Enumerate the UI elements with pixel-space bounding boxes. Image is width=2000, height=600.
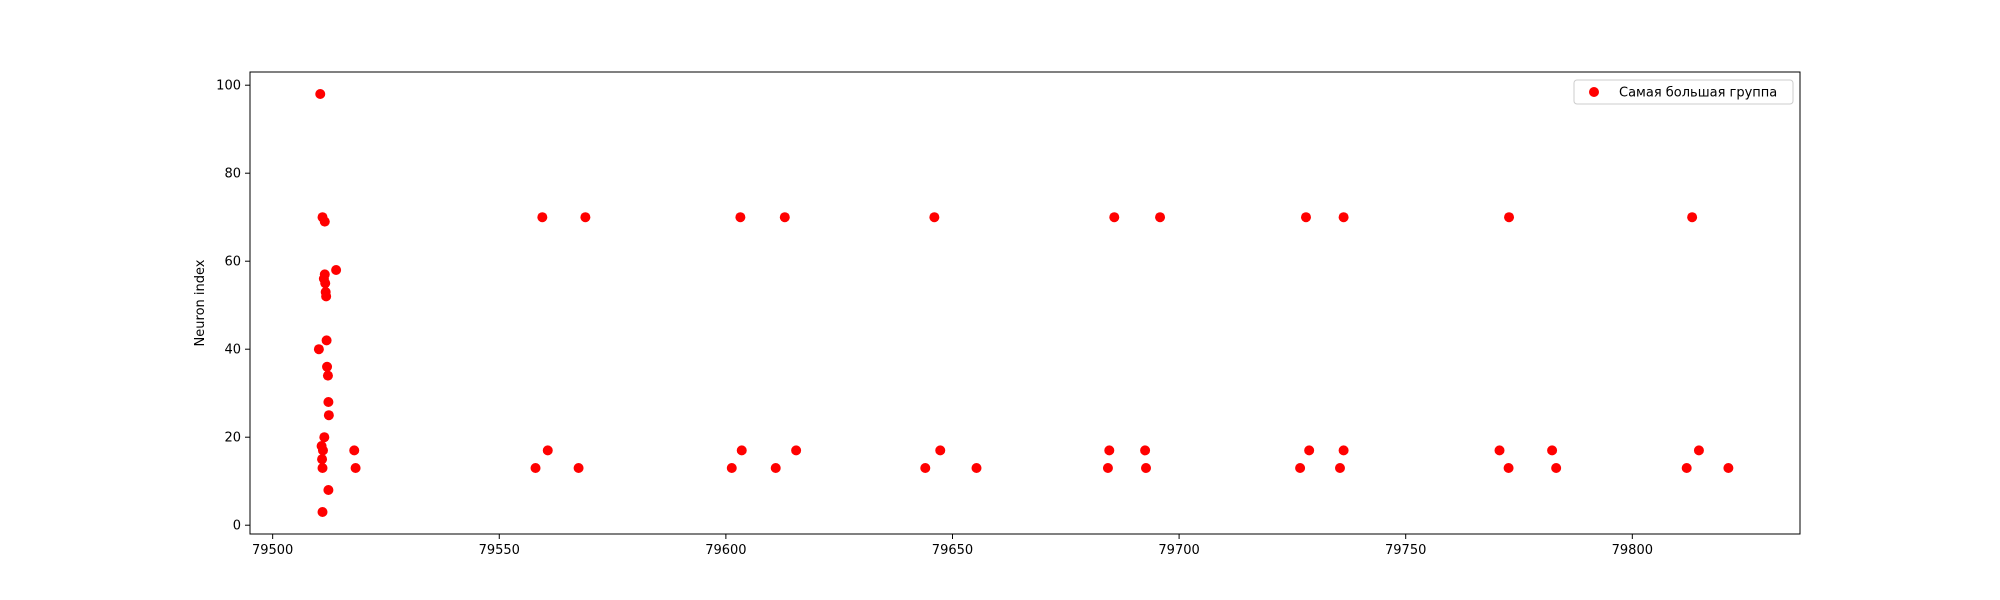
data-point — [319, 216, 330, 227]
data-point — [1338, 212, 1349, 223]
data-point — [530, 463, 541, 473]
x-axis: 79500 79550 79600 79650 79700 79750 79800 — [252, 534, 1653, 558]
y-tick-label: 40 — [224, 343, 241, 358]
data-point — [1300, 212, 1311, 223]
data-point — [315, 89, 326, 99]
data-point — [1503, 463, 1514, 473]
data-point — [321, 291, 332, 302]
data-point — [1304, 445, 1315, 456]
x-tick-label: 79700 — [1158, 543, 1199, 558]
data-point — [1687, 212, 1698, 223]
data-point — [971, 463, 982, 473]
legend: Самая большая группа — [1573, 79, 1794, 105]
x-tick-label: 79800 — [1612, 543, 1653, 558]
data-point — [920, 463, 931, 473]
y-tick-label: 20 — [224, 431, 241, 446]
plot-frame — [249, 71, 1801, 535]
data-point — [317, 463, 328, 473]
data-point — [320, 278, 331, 289]
data-point — [929, 212, 940, 223]
data-point — [580, 212, 591, 223]
legend-label: Самая большая группа — [1619, 86, 1777, 101]
y-axis: 0 20 40 60 80 100 — [216, 79, 250, 534]
x-tick-label: 79500 — [252, 543, 293, 558]
data-point — [542, 445, 553, 456]
legend-box — [1573, 79, 1794, 105]
legend-marker — [1589, 87, 1599, 97]
data-point — [323, 397, 334, 407]
data-point — [1723, 463, 1734, 473]
data-point — [735, 212, 746, 223]
x-tick-label: 79550 — [479, 543, 520, 558]
data-point — [1681, 463, 1692, 473]
data-point — [1334, 463, 1345, 473]
y-axis-label: Neuron index — [193, 259, 208, 346]
data-point — [317, 445, 328, 456]
data-point — [321, 335, 332, 346]
data-point — [317, 454, 328, 465]
data-point — [1140, 445, 1151, 456]
y-tick-label: 0 — [233, 519, 241, 534]
data-point — [317, 507, 328, 517]
data-point — [736, 445, 747, 456]
data-point — [770, 463, 781, 473]
data-point — [1109, 212, 1120, 223]
x-tick-label: 79650 — [932, 543, 973, 558]
data-point — [1504, 212, 1515, 223]
data-point — [573, 463, 584, 473]
data-point — [313, 344, 324, 355]
data-point — [1295, 463, 1306, 473]
x-tick-label: 79750 — [1385, 543, 1426, 558]
data-point — [791, 445, 802, 456]
data-point — [1547, 445, 1558, 456]
data-point — [331, 265, 342, 275]
data-point — [322, 361, 333, 372]
data-point — [1104, 445, 1115, 456]
points-layer — [313, 89, 1734, 517]
data-point — [1693, 445, 1704, 456]
data-point — [1102, 463, 1113, 473]
data-point — [323, 485, 334, 495]
data-point — [726, 463, 737, 473]
data-point — [1551, 463, 1562, 473]
data-point — [779, 212, 790, 223]
data-point — [1494, 445, 1505, 456]
data-point — [935, 445, 946, 456]
data-point — [537, 212, 548, 223]
y-tick-label: 60 — [224, 255, 241, 270]
data-point — [323, 410, 334, 421]
data-point — [1155, 212, 1166, 223]
x-tick-label: 79600 — [705, 543, 746, 558]
data-point — [1338, 445, 1349, 456]
data-point — [1141, 463, 1152, 473]
y-tick-label: 80 — [224, 167, 241, 182]
data-point — [350, 463, 361, 473]
data-point — [322, 370, 333, 381]
y-tick-label: 100 — [216, 79, 241, 94]
data-point — [349, 445, 360, 456]
data-point — [319, 432, 330, 443]
